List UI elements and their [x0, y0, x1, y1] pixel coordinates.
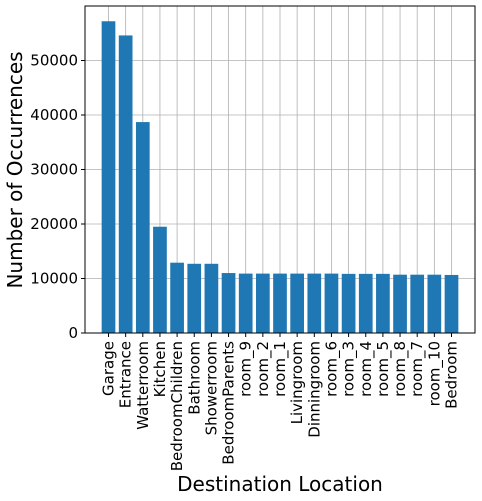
x-tick-label: room_1 [271, 341, 290, 397]
y-axis-ticks: 0 10000 20000 30000 40000 50000 [30, 52, 85, 342]
x-tick-label: room_5 [374, 341, 393, 397]
bar-BedroomParents [221, 273, 236, 333]
bar-room_5 [376, 273, 390, 333]
x-tick-label: BedroomParents [220, 341, 238, 465]
x-axis-ticks: Garage Entrance Watterroom Kitchen BedroomCh… [100, 333, 461, 471]
bar-Entrance [118, 35, 133, 334]
x-tick-label: Kitchen [151, 341, 169, 397]
x-tick-label: room_7 [408, 341, 427, 397]
bar-Showerroom [204, 263, 219, 333]
x-tick-label: room_9 [237, 341, 256, 397]
x-tick-label: Dinningroom [305, 341, 323, 438]
y-tick-label: 50000 [30, 52, 78, 70]
x-tick-label: Watterroom [134, 341, 152, 430]
x-tick-label: Bathroom [185, 341, 203, 415]
bar-room_9 [238, 273, 253, 333]
x-tick-label: Showerroom [202, 341, 220, 435]
x-tick-label: Livingroom [288, 341, 306, 424]
x-tick-label: room_10 [425, 341, 444, 406]
y-tick-label: 10000 [30, 270, 78, 288]
bar-Watterroom [135, 122, 150, 334]
bar-room_7 [410, 274, 425, 333]
x-tick-label: room_6 [322, 341, 341, 397]
bar-room_4 [358, 273, 373, 333]
y-tick-label: 30000 [30, 161, 78, 179]
x-tick-label: BedroomChildren [168, 341, 186, 471]
bar-Livingroom [290, 273, 304, 333]
x-axis-title: Destination Location [177, 472, 383, 496]
bar-Garage [101, 21, 116, 333]
bar-Dinningroom [307, 273, 322, 333]
bar-room_1 [273, 273, 287, 333]
bar-room_10 [427, 274, 442, 333]
bars [101, 21, 459, 334]
y-tick-label: 40000 [30, 106, 78, 124]
bar-room_2 [256, 273, 270, 333]
x-tick-label: Garage [100, 341, 118, 396]
bar-BedroomChildren [170, 262, 184, 333]
bar-room_6 [324, 273, 339, 333]
x-tick-label: Entrance [117, 341, 135, 408]
bar-Kitchen [153, 226, 167, 333]
y-tick-label: 20000 [30, 215, 78, 233]
bar-room_3 [341, 273, 356, 333]
bar-room_8 [393, 274, 407, 333]
x-tick-label: room_4 [357, 341, 376, 397]
x-tick-label: Bedroom [443, 341, 461, 409]
bar-Bathroom [187, 263, 202, 333]
bar-Bedroom [444, 274, 459, 333]
x-tick-label: room_2 [254, 341, 273, 397]
y-axis-title: Number of Occurrences [3, 51, 27, 288]
x-tick-label: room_3 [340, 341, 359, 397]
x-tick-label: room_8 [391, 341, 410, 397]
y-tick-label: 0 [68, 324, 78, 342]
